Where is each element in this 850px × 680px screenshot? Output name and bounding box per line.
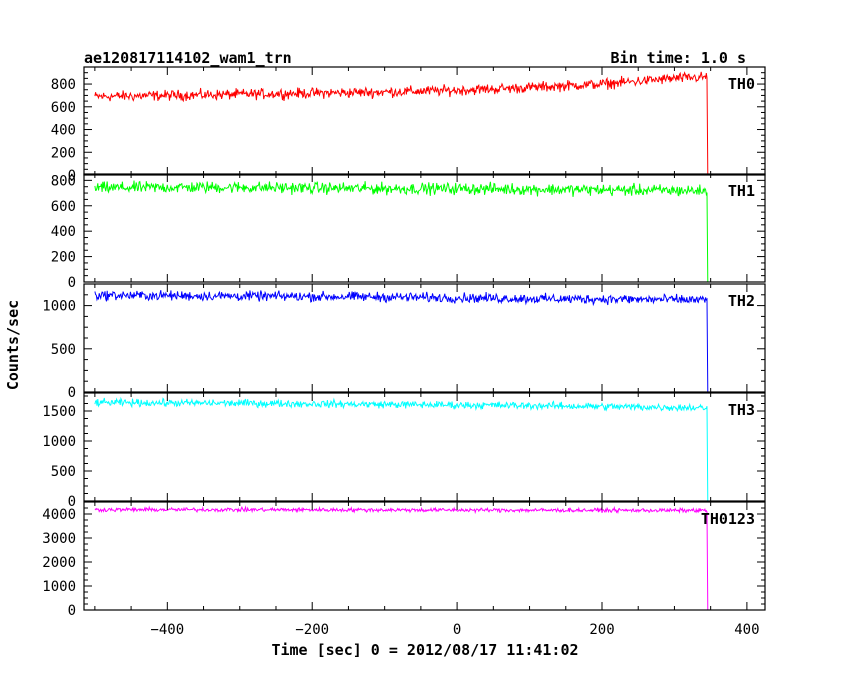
panel-frame-th1 [83,173,766,283]
y-tick-label: 200 [51,250,76,266]
x-tick-label: 400 [734,622,759,638]
chart-title: ae120817114102_wam1_trn [84,49,292,67]
x-tick-label: 0 [453,622,461,638]
y-tick-label: 600 [51,100,76,116]
y-tick-label: 1000 [42,579,76,595]
y-tick-label: 1000 [42,434,76,450]
y-tick-label: 800 [51,173,76,189]
x-tick-label: 200 [589,622,614,638]
series-line-th3 [94,396,763,502]
panel-frame-th0 [83,66,766,176]
series-line-th0 [94,71,763,176]
y-axis-label: Counts/sec [4,300,22,390]
y-tick-label: 2000 [42,555,76,571]
y-tick-label: 0 [68,494,76,510]
panel-label-th1: TH1 [728,182,755,200]
y-tick-label: 600 [51,199,76,215]
bin-time-label: Bin time: 1.0 s [611,49,746,67]
panel-label-th0: TH0 [728,75,755,93]
panel-label-th3: TH3 [728,401,755,419]
series-line-th1 [94,180,763,283]
y-tick-label: 500 [51,342,76,358]
y-tick-label: 500 [51,464,76,480]
panels-group: 0 200 400 600 800 TH0 0 200 400 600 800 TH1 0 500 1000… [42,66,766,638]
y-tick-label: 1000 [42,299,76,315]
x-tick-label: −200 [295,622,329,638]
y-tick-label: 200 [51,145,76,161]
y-tick-label: 400 [51,224,76,240]
y-tick-label: 3000 [42,531,76,547]
series-line-th0123 [94,505,763,611]
y-tick-label: 0 [68,385,76,401]
y-tick-label: 800 [51,77,76,93]
panel-frame-th3 [83,392,766,502]
panel-label-th0123: TH0123 [701,510,755,528]
y-tick-label: 0 [68,168,76,184]
x-tick-label: −400 [150,622,184,638]
x-axis-label: Time [sec] 0 = 2012/08/17 11:41:02 [271,641,578,659]
y-tick-label: 4000 [42,507,76,523]
y-tick-label: 0 [68,603,76,619]
series-line-th2 [94,290,763,393]
y-tick-label: 1500 [42,404,76,420]
panel-frame-th0123 [83,501,766,611]
panel-label-th2: TH2 [728,292,755,310]
y-tick-label: 0 [68,275,76,291]
y-tick-label: 400 [51,123,76,139]
